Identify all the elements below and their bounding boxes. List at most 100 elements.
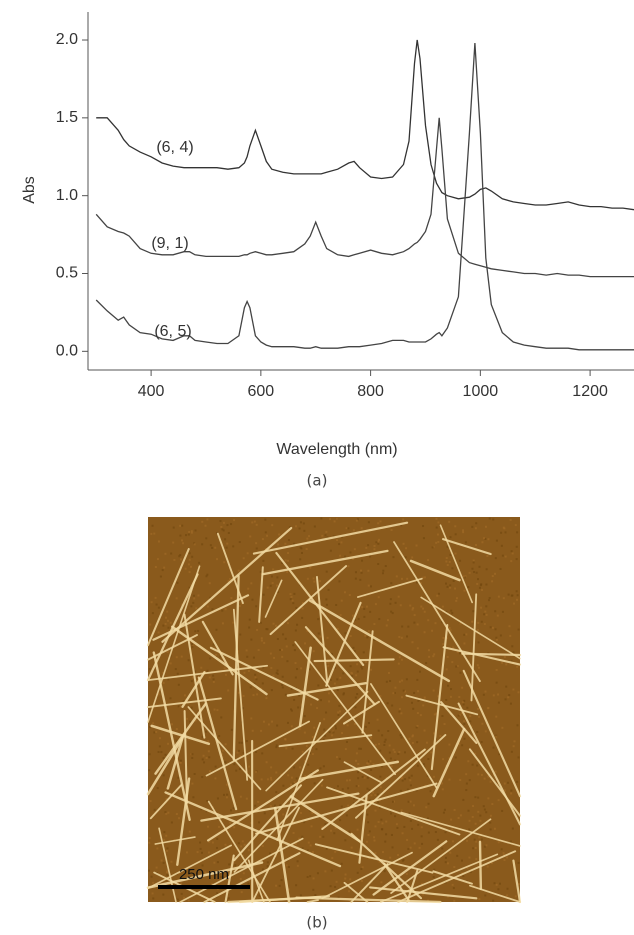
- texture: [471, 815, 474, 818]
- texture: [221, 609, 224, 612]
- texture: [164, 811, 167, 814]
- texture: [455, 597, 458, 600]
- texture: [463, 642, 466, 645]
- texture: [319, 635, 322, 638]
- texture: [312, 888, 315, 891]
- texture: [357, 851, 360, 854]
- texture: [463, 699, 466, 702]
- texture: [388, 751, 391, 754]
- texture: [354, 722, 357, 725]
- texture: [483, 845, 486, 848]
- texture: [301, 835, 304, 838]
- texture: [409, 604, 412, 607]
- texture: [192, 796, 195, 799]
- texture: [427, 831, 430, 834]
- texture: [506, 894, 509, 897]
- texture: [383, 743, 386, 746]
- texture: [501, 554, 504, 557]
- texture: [216, 892, 219, 895]
- texture: [414, 868, 417, 871]
- nanotube: [286, 681, 368, 697]
- texture: [266, 861, 269, 864]
- texture: [511, 594, 514, 597]
- texture: [255, 770, 258, 773]
- texture: [445, 557, 448, 560]
- texture: [162, 624, 165, 627]
- texture: [427, 559, 430, 562]
- texture: [442, 811, 445, 814]
- texture: [312, 877, 315, 880]
- texture: [516, 780, 519, 783]
- texture: [453, 866, 456, 869]
- texture: [378, 618, 381, 621]
- texture: [157, 693, 160, 696]
- texture: [240, 741, 243, 744]
- texture: [377, 562, 380, 565]
- texture: [495, 638, 498, 641]
- texture: [367, 544, 370, 547]
- texture: [453, 808, 456, 811]
- texture: [216, 709, 219, 712]
- texture: [292, 831, 295, 834]
- texture: [354, 571, 357, 574]
- x-tick-label: 1000: [463, 383, 499, 400]
- texture: [493, 882, 496, 885]
- texture: [437, 521, 440, 524]
- texture: [477, 621, 480, 624]
- texture: [491, 626, 494, 629]
- nanotube: [216, 532, 244, 605]
- texture: [401, 679, 404, 682]
- texture: [411, 641, 414, 644]
- texture: [515, 590, 518, 593]
- texture: [356, 828, 359, 831]
- texture: [399, 789, 402, 792]
- texture: [285, 747, 288, 750]
- texture: [468, 819, 471, 822]
- texture: [401, 859, 404, 862]
- texture: [313, 726, 316, 729]
- texture: [297, 694, 300, 697]
- texture: [345, 814, 348, 817]
- texture: [237, 569, 240, 572]
- texture: [313, 525, 316, 528]
- texture: [247, 670, 250, 673]
- texture: [191, 753, 194, 756]
- texture: [206, 518, 209, 521]
- texture: [343, 591, 346, 594]
- texture: [370, 769, 373, 772]
- texture: [374, 809, 377, 812]
- texture: [361, 559, 364, 562]
- texture: [301, 602, 304, 605]
- texture: [495, 734, 498, 737]
- nanotube: [146, 573, 199, 682]
- texture: [423, 729, 426, 732]
- texture: [326, 536, 329, 539]
- texture: [400, 524, 403, 527]
- texture: [175, 656, 178, 659]
- texture: [257, 649, 260, 652]
- texture: [348, 899, 351, 902]
- texture: [461, 701, 464, 704]
- texture: [175, 751, 178, 754]
- texture: [336, 689, 339, 692]
- texture: [494, 628, 497, 631]
- texture: [211, 882, 214, 885]
- texture: [281, 675, 284, 678]
- texture: [399, 734, 402, 737]
- texture: [242, 557, 245, 560]
- texture: [449, 851, 452, 854]
- texture: [372, 763, 375, 766]
- texture: [503, 527, 506, 530]
- texture: [169, 662, 172, 665]
- texture: [392, 748, 395, 751]
- texture: [458, 743, 461, 746]
- texture: [325, 598, 328, 601]
- texture: [262, 559, 265, 562]
- texture: [506, 887, 509, 890]
- texture: [263, 894, 266, 897]
- texture: [222, 521, 225, 524]
- texture: [325, 847, 328, 850]
- texture: [423, 576, 426, 579]
- texture: [433, 713, 436, 716]
- texture: [309, 566, 312, 569]
